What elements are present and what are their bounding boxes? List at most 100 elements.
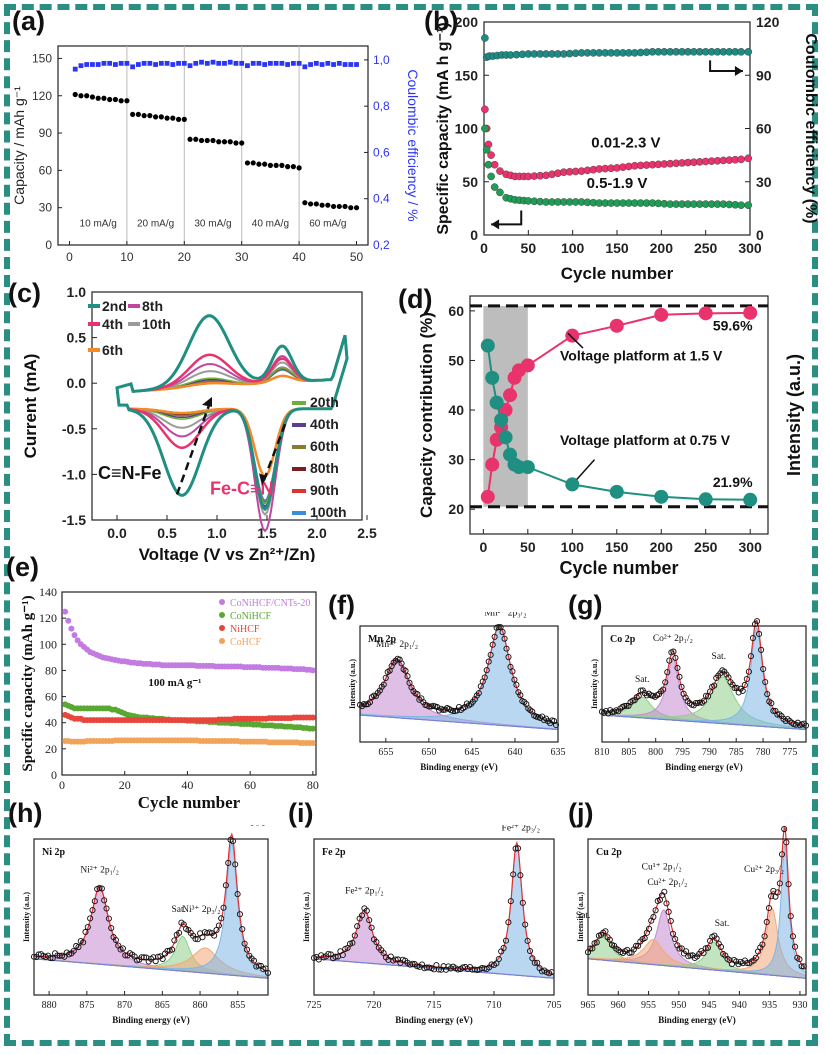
background-line: [360, 714, 558, 730]
plot-frame: [587, 838, 807, 996]
ce-point: [222, 60, 227, 66]
peak-label: Ni²⁺ 2p₃/₂: [227, 825, 266, 827]
capacity-point: [72, 91, 78, 98]
panel-label-c: (c): [8, 278, 41, 308]
ce-point: [135, 62, 141, 67]
peak-label: Mn²⁺ 2p₃/₂: [484, 612, 526, 619]
x-tick-label: 805: [621, 747, 636, 758]
data-point: [623, 702, 630, 709]
x-tick-label: 960: [611, 1000, 626, 1011]
data-point: [499, 629, 506, 636]
data-point: [388, 662, 395, 670]
legend-label: CoNiHCF/CNTs-20: [230, 598, 310, 609]
series-point: [744, 154, 753, 163]
y-tick-label: 100: [455, 121, 479, 137]
ce-point: [256, 60, 262, 66]
peak-label: Sat.: [715, 919, 730, 929]
data-point: [239, 926, 246, 933]
data-point: [606, 936, 613, 943]
ce-point: [199, 59, 204, 65]
annotation-cn-fe: C≡N-Fe: [98, 463, 162, 483]
series-point: [480, 338, 495, 353]
data-point: [49, 955, 56, 962]
x-tick-label: 720: [367, 1000, 382, 1011]
series-point: [68, 625, 75, 632]
data-point: [435, 966, 442, 973]
y-axis-label: Intensity (a.u.): [302, 892, 311, 942]
y-axis-label: Intensity (a.u.): [348, 659, 357, 709]
data-point: [529, 955, 536, 962]
y-tick-label: 0: [470, 227, 478, 243]
data-point: [666, 657, 673, 664]
capacity-point: [302, 200, 308, 206]
ce-point: [296, 60, 302, 66]
data-point: [674, 664, 681, 672]
data-point: [485, 658, 492, 665]
panel-label-g: (g): [568, 590, 603, 620]
data-point: [683, 948, 690, 955]
background-line: [313, 958, 553, 979]
series-point: [609, 484, 624, 499]
data-point: [475, 690, 482, 697]
y-tick-label: 100: [39, 637, 57, 651]
data-point: [463, 700, 470, 707]
y-tick-label: 150: [455, 67, 479, 83]
legend-label: 90th: [310, 482, 339, 498]
data-point: [87, 915, 94, 922]
data-point: [621, 702, 628, 710]
x-tick-label: 800: [648, 747, 663, 758]
data-point: [241, 940, 248, 947]
data-point: [743, 675, 750, 683]
legend-label: 80th: [310, 460, 339, 476]
annotation-fe-cn: Fe-C≡N: [210, 478, 274, 498]
rate-label: 40 mA/g: [252, 218, 289, 229]
legend-label: 6th: [102, 342, 123, 358]
data-point: [717, 943, 725, 950]
y2-axis-label: Coulombic efficiency (%): [802, 33, 819, 223]
data-point: [509, 668, 516, 675]
data-point: [672, 654, 679, 661]
y2-tick-label: 1,0: [373, 53, 390, 67]
series-point: [494, 412, 509, 427]
y-tick-label: 0: [45, 238, 52, 252]
data-point: [382, 674, 389, 681]
data-point: [661, 888, 668, 895]
data-point: [101, 897, 108, 904]
data-point: [650, 913, 657, 920]
series-point: [481, 105, 489, 114]
ce-point: [113, 62, 118, 67]
x-tick-label: 60: [244, 778, 256, 792]
data-point: [364, 700, 371, 708]
capacity-point: [112, 96, 119, 103]
x-tick-label: 865: [155, 1000, 170, 1011]
series-point: [481, 124, 489, 133]
panel-label-f: (f): [328, 590, 355, 620]
data-point: [108, 924, 115, 932]
data-point: [368, 924, 375, 931]
data-point: [103, 905, 110, 912]
data-point: [534, 959, 541, 966]
x-axis-label: Binding energy (eV): [658, 1015, 736, 1025]
ce-point: [164, 60, 170, 66]
spectrum-title: Cu 2p: [596, 847, 622, 858]
capacity-point: [267, 162, 274, 168]
x-axis-label: Cycle number: [559, 558, 678, 578]
x-axis-label: Cycle number: [561, 264, 674, 283]
rate-label: 20 mA/g: [137, 218, 174, 229]
peak-label: Co²⁺ 2p₃/₂: [747, 612, 787, 613]
data-point: [325, 950, 332, 957]
x-tick-label: 40: [292, 250, 306, 264]
capacity-point: [141, 113, 147, 119]
data-point: [75, 943, 82, 951]
data-point: [503, 645, 510, 652]
ce-point: [302, 64, 308, 70]
series-point: [565, 328, 580, 343]
y-tick-label: 60: [39, 163, 53, 177]
x-tick-label: 655: [378, 747, 393, 758]
data-point: [664, 669, 671, 676]
data-point: [70, 947, 77, 954]
x-tick-label: 30: [235, 250, 249, 264]
data-point: [783, 839, 790, 846]
capacity-point: [101, 95, 107, 101]
peak-label: Fe²⁺ 2p₁/₂: [345, 887, 384, 897]
